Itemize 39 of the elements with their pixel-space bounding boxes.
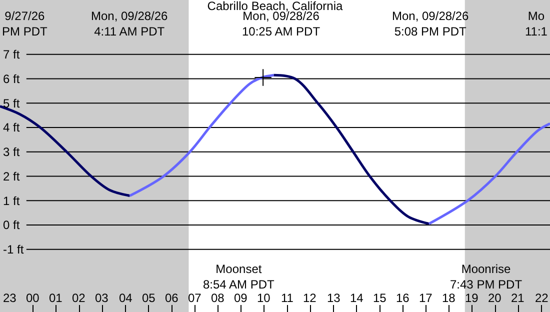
x-tick-label: 02 bbox=[72, 291, 86, 305]
y-tick-label: 7 ft bbox=[3, 48, 20, 62]
y-tick-label: 0 ft bbox=[3, 218, 20, 232]
annotation: Mon, 09/28/26 5:08 PM PDT bbox=[392, 9, 470, 39]
annotation: 9/27/26 PM PDT bbox=[2, 9, 48, 39]
x-tick-label: 20 bbox=[488, 291, 502, 305]
x-tick-label: 05 bbox=[142, 291, 156, 305]
x-tick-label: 01 bbox=[49, 291, 63, 305]
y-tick-label: -1 ft bbox=[3, 242, 24, 257]
annotation: Mo 11:1 bbox=[525, 9, 548, 39]
x-tick-label: 03 bbox=[95, 291, 109, 305]
y-tick-label: 2 ft bbox=[3, 169, 20, 184]
x-tick-label: 22 bbox=[535, 291, 549, 305]
x-tick-label: 11 bbox=[281, 291, 294, 305]
x-tick-label: 15 bbox=[373, 291, 387, 305]
x-tick-label: 21 bbox=[511, 291, 525, 305]
x-tick-label: 00 bbox=[26, 291, 40, 305]
x-tick-label: 12 bbox=[303, 291, 317, 305]
x-tick-label: 13 bbox=[327, 291, 341, 305]
x-tick-label: 08 bbox=[211, 291, 225, 305]
x-tick-label: 10 bbox=[257, 291, 271, 305]
annotation: Moonset 8:54 AM PDT bbox=[203, 262, 276, 292]
annotation: Mon, 09/28/26 4:11 AM PDT bbox=[91, 9, 168, 39]
y-tick-label: 5 ft bbox=[3, 96, 20, 110]
x-tick-label: 23 bbox=[3, 291, 17, 305]
x-tick-label: 17 bbox=[419, 291, 433, 305]
x-tick-label: 04 bbox=[119, 291, 133, 305]
y-tick-label: 4 ft bbox=[3, 120, 20, 135]
x-tick-label: 14 bbox=[350, 291, 364, 305]
x-tick-label: 06 bbox=[165, 291, 179, 305]
y-tick-label: 6 ft bbox=[3, 72, 20, 86]
x-tick-label: 18 bbox=[442, 291, 456, 305]
x-tick-label: 16 bbox=[396, 291, 410, 305]
x-tick-label: 07 bbox=[188, 291, 202, 305]
annotation: Moonrise 7:43 PM PDT bbox=[450, 262, 523, 292]
x-tick-label: 09 bbox=[234, 291, 248, 305]
y-tick-label: 1 ft bbox=[3, 194, 20, 208]
x-tick-label: 19 bbox=[465, 291, 479, 305]
y-tick-label: 3 ft bbox=[3, 145, 20, 160]
